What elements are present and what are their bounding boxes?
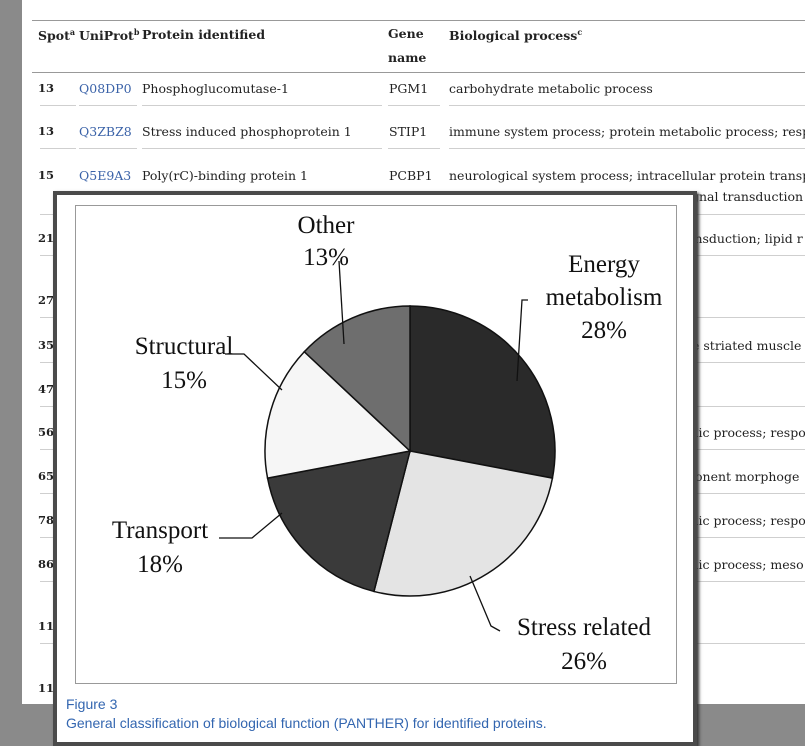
- cell-protein: Poly(rC)-binding protein 1: [142, 168, 308, 183]
- slice-label: Transport: [111, 517, 209, 544]
- table-top-rule: [32, 20, 805, 21]
- figure-label: Figure 3: [66, 696, 118, 712]
- row-rule: [142, 148, 382, 149]
- leader-lines: [219, 260, 528, 632]
- cell-process: ponent morphoge: [687, 469, 800, 484]
- header-spot: Spota: [38, 27, 75, 43]
- cell-spot: 47: [38, 382, 55, 396]
- cell-spot: 13: [38, 81, 55, 95]
- leader-line: [225, 353, 283, 391]
- pie-slice: [303, 305, 411, 453]
- cell-spot: 35: [38, 338, 55, 352]
- cell-spot: 15: [38, 168, 55, 182]
- footnote-mark: c: [577, 27, 583, 37]
- cell-process: olic process; respo: [687, 425, 805, 440]
- cell-process: ansduction; lipid r: [687, 231, 803, 246]
- row-rule: [449, 148, 805, 149]
- cell-process: olic process; respo: [687, 513, 805, 528]
- header-process: Biological processc: [449, 27, 582, 43]
- row-rule: [79, 148, 137, 149]
- header-text: Biological process: [449, 28, 578, 44]
- cell-spot: 56: [38, 425, 55, 439]
- cell-uniprot[interactable]: Q08DP0: [79, 81, 132, 96]
- cell-process: olic process; meso: [687, 557, 804, 572]
- slice-value-label: 28%: [581, 317, 627, 344]
- slice-value-label: 18%: [137, 551, 183, 578]
- row-rule: [40, 105, 76, 106]
- slice-value-label: 13%: [303, 244, 349, 271]
- figure-caption: General classification of biological fun…: [66, 715, 547, 731]
- footnote-mark: b: [133, 27, 140, 37]
- cell-spot: 27: [38, 293, 55, 307]
- cell-gene: PCBP1: [389, 168, 433, 183]
- row-rule: [40, 148, 76, 149]
- table-header-rule: [32, 72, 805, 73]
- row-rule: [449, 105, 805, 106]
- row-rule: [142, 105, 382, 106]
- header-uniprot: UniProtb: [79, 27, 139, 43]
- cell-spot: 11: [38, 619, 55, 633]
- slice-label: Stress related: [517, 614, 651, 641]
- cell-process: te striated muscle: [687, 338, 802, 353]
- header-text: Spot: [38, 28, 70, 44]
- cell-spot: 21: [38, 231, 55, 245]
- footnote-mark: a: [69, 27, 76, 37]
- row-rule: [388, 105, 440, 106]
- leader-line: [469, 575, 501, 632]
- pie-slice: [409, 305, 556, 480]
- cell-spot: 13: [38, 124, 55, 138]
- slice-value-label: 26%: [561, 648, 607, 675]
- row-rule: [388, 148, 440, 149]
- cell-process: immune system process; protein metabolic…: [449, 124, 805, 139]
- pie-slice: [264, 350, 412, 480]
- slice-label: Energy metabolism: [545, 251, 663, 311]
- slice-label: Other: [297, 212, 355, 239]
- leader-line: [219, 512, 283, 539]
- cell-process: neurological system process; intracellul…: [449, 168, 805, 183]
- cell-process: carbohydrate metabolic process: [449, 81, 653, 96]
- cell-uniprot[interactable]: Q5E9A3: [79, 168, 132, 183]
- cell-spot: 11: [38, 681, 55, 695]
- leader-line: [338, 260, 345, 345]
- cell-protein: Phosphoglucomutase-1: [142, 81, 289, 96]
- pie-chart: [219, 260, 556, 632]
- pie-slice: [266, 450, 412, 593]
- header-protein: Protein identified: [142, 27, 266, 42]
- figure-popup: Energy metabolism 28% Stress related 26% Tra…: [53, 191, 697, 746]
- slice-value-label: 15%: [161, 367, 207, 394]
- cell-spot: 78: [38, 513, 55, 527]
- cell-uniprot[interactable]: Q3ZBZ8: [79, 124, 132, 139]
- leader-line: [516, 299, 528, 382]
- figure-image: Energy metabolism 28% Stress related 26% Tra…: [75, 205, 677, 684]
- cell-spot: 65: [38, 469, 55, 483]
- row-rule: [79, 105, 137, 106]
- cell-gene: PGM1: [389, 81, 429, 96]
- cell-protein: Stress induced phosphoprotein 1: [142, 124, 352, 139]
- cell-gene: STIP1: [389, 124, 428, 139]
- cell-spot: 86: [38, 557, 55, 571]
- cell-process: ignal transduction: [687, 189, 804, 204]
- slice-label: Structural: [134, 333, 234, 360]
- header-gene: Gene name: [388, 26, 427, 65]
- header-text: UniProt: [79, 28, 134, 44]
- pie-slice: [373, 450, 554, 597]
